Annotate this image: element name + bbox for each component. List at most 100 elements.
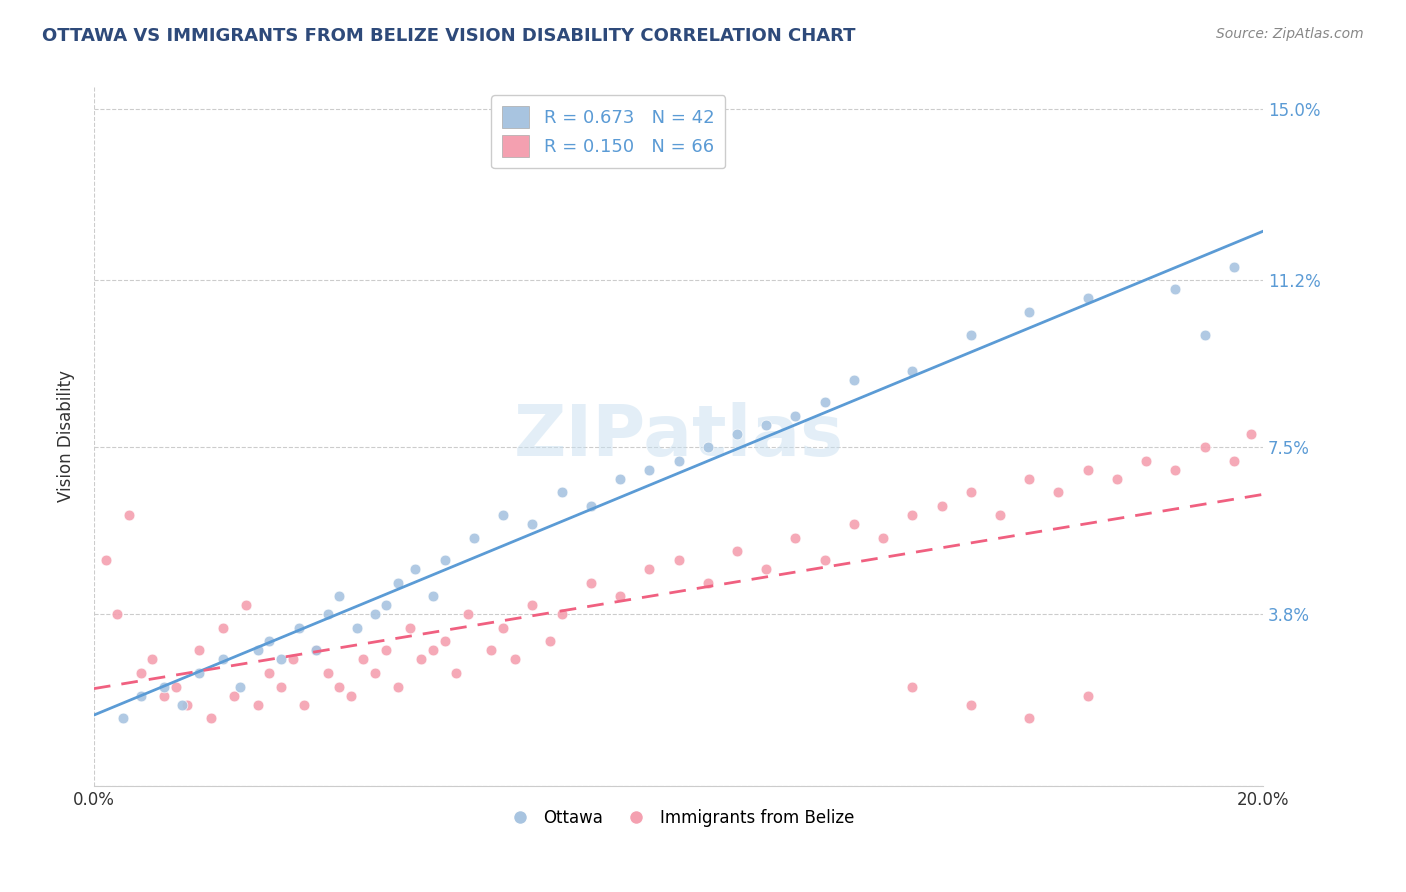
Point [785,409,807,423]
Point [725,544,748,558]
Point [1223,260,1246,274]
Point [165,680,187,694]
Point [1018,305,1040,319]
Point [959,327,981,342]
Point [550,607,572,622]
Point [188,643,211,657]
Point [901,508,924,522]
Point [696,441,718,455]
Point [129,689,152,703]
Text: ZIPatlas: ZIPatlas [513,401,844,471]
Point [352,652,374,666]
Point [609,472,631,486]
Point [503,652,526,666]
Point [411,652,433,666]
Point [211,621,233,635]
Point [363,665,385,680]
Point [725,426,748,441]
Point [668,454,690,468]
Point [387,680,409,694]
Point [404,562,426,576]
Point [579,499,602,513]
Point [398,621,420,635]
Point [1164,463,1187,477]
Point [176,698,198,712]
Y-axis label: Vision Disability: Vision Disability [58,370,75,502]
Point [457,607,479,622]
Point [129,665,152,680]
Point [1077,292,1099,306]
Point [305,643,328,657]
Point [696,575,718,590]
Point [638,463,661,477]
Point [988,508,1011,522]
Point [270,680,292,694]
Point [1018,711,1040,725]
Point [1047,485,1070,500]
Point [287,621,309,635]
Point [814,553,837,567]
Point [229,680,252,694]
Point [638,562,661,576]
Point [931,499,953,513]
Point [375,643,398,657]
Point [1018,472,1040,486]
Point [316,665,339,680]
Point [340,689,363,703]
Point [188,665,211,680]
Point [481,643,503,657]
Point [433,634,456,648]
Point [141,652,163,666]
Point [492,621,515,635]
Point [328,680,350,694]
Point [522,517,544,532]
Point [281,652,304,666]
Point [959,485,981,500]
Point [842,517,865,532]
Point [259,634,281,648]
Point [170,698,193,712]
Point [363,607,385,622]
Point [211,652,233,666]
Point [842,373,865,387]
Point [1194,441,1216,455]
Point [1077,689,1099,703]
Point [316,607,339,622]
Point [492,508,515,522]
Point [1240,426,1263,441]
Point [959,698,981,712]
Point [153,689,176,703]
Point [387,575,409,590]
Point [246,698,269,712]
Point [375,599,398,613]
Point [292,698,315,712]
Point [422,589,444,603]
Point [668,553,690,567]
Point [1223,454,1246,468]
Point [246,643,269,657]
Text: OTTAWA VS IMMIGRANTS FROM BELIZE VISION DISABILITY CORRELATION CHART: OTTAWA VS IMMIGRANTS FROM BELIZE VISION … [42,27,856,45]
Point [112,711,135,725]
Point [755,562,778,576]
Point [1135,454,1157,468]
Point [579,575,602,590]
Point [609,589,631,603]
Text: Source: ZipAtlas.com: Source: ZipAtlas.com [1216,27,1364,41]
Point [224,689,246,703]
Point [105,607,128,622]
Point [1077,463,1099,477]
Point [1164,282,1187,296]
Point [755,417,778,432]
Point [422,643,444,657]
Point [463,531,485,545]
Point [433,553,456,567]
Point [270,652,292,666]
Point [901,680,924,694]
Point [785,531,807,545]
Point [346,621,368,635]
Legend: Ottawa, Immigrants from Belize: Ottawa, Immigrants from Belize [496,802,860,833]
Point [1105,472,1128,486]
Point [550,485,572,500]
Point [872,531,894,545]
Point [94,553,117,567]
